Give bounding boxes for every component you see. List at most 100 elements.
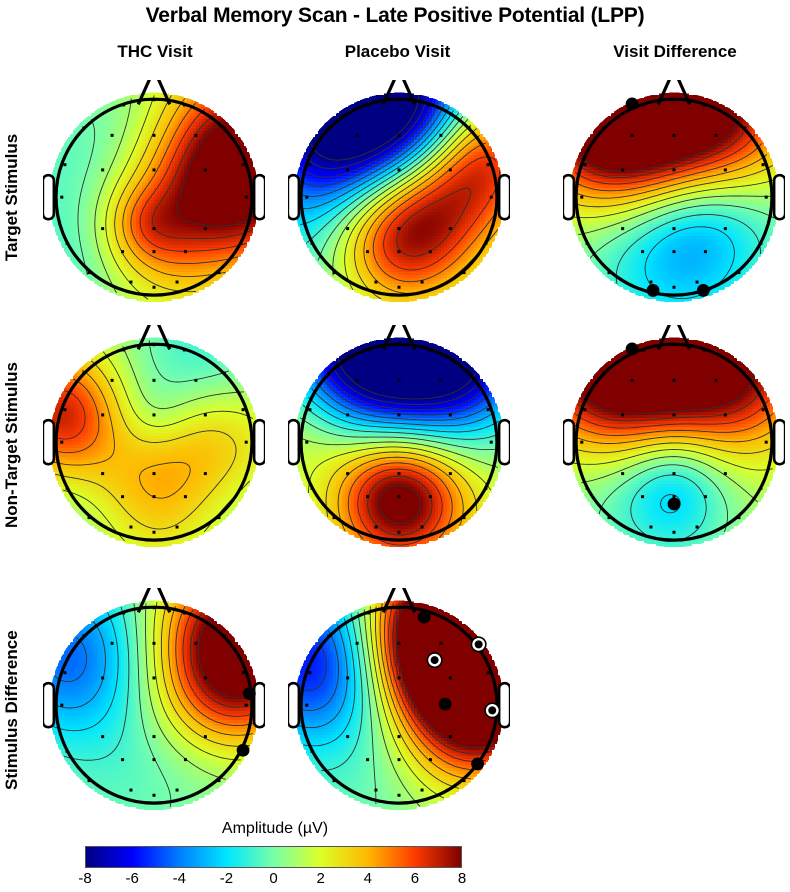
head-outline [299,97,499,297]
electrode-marker [203,227,207,231]
electrode-marker [397,530,401,534]
significance-marker-group [236,687,256,757]
significance-marker-corrected [430,656,439,665]
significance-marker [625,342,639,356]
electrode-marker [241,671,245,675]
electrode-marker [621,168,625,172]
electrode-marker [65,241,69,245]
electrode-marker [742,126,746,130]
electrode-marker [217,516,221,520]
significance-marker [696,284,710,297]
electrode-group [60,98,248,289]
electrode-marker [672,285,676,289]
head-outline [574,342,774,542]
topomap-target-stimulus-thc-visit [43,80,265,312]
row-label-non-target-stimulus: Non-Target Stimulus [2,362,21,528]
head-nose-icon [136,80,172,106]
electrode-marker [427,611,431,615]
electrode-marker [439,641,443,645]
head-ear-right-icon [252,681,265,729]
head-nose-icon [656,80,692,106]
electrode-marker [101,676,105,680]
electrode-marker [580,440,584,444]
electrode-marker [355,133,359,137]
colorbar-tick--8: -8 [78,870,92,887]
electrode-marker [175,525,179,529]
significance-marker-group [625,342,681,511]
significance-marker-corrected [474,640,483,649]
electrode-marker [194,133,198,137]
electrode-marker [366,250,370,254]
electrode-marker [65,486,69,490]
electrode-marker [310,241,314,245]
head-ear-right-icon [497,173,510,221]
electrode-marker [448,735,452,739]
electrode-marker [241,408,245,412]
electrode-marker [332,271,336,275]
electrode-marker [641,495,645,499]
electrode-marker [714,378,718,382]
head-ear-right-icon [497,681,510,729]
electrode-marker [764,440,768,444]
electrode-marker [110,641,114,645]
electrode-marker [194,378,198,382]
electrode-marker [194,641,198,645]
electrode-marker [82,126,86,130]
colorbar-tick--6: -6 [125,870,139,887]
electrode-marker [355,378,359,382]
electrode-marker [152,343,156,347]
electrode-marker [346,735,350,739]
electrode-marker [152,472,156,476]
electrode-marker [448,676,452,680]
electrode-marker [462,271,466,275]
electrode-marker [397,168,401,172]
row-label-stimulus-difference: Stimulus Difference [2,630,21,790]
electrode-marker [742,371,746,375]
electrode-marker [87,516,91,520]
electrode-marker [439,378,443,382]
electrode-marker [723,168,727,172]
electrode-marker [366,758,370,762]
electrode-marker [397,641,401,645]
electrode-marker [63,408,67,412]
electrode-marker [346,413,350,417]
electrode-marker [630,378,634,382]
electrode-marker [101,413,105,417]
topomap-contour-lines [52,602,257,808]
electrode-marker [152,378,156,382]
electrode-marker [695,525,699,529]
electrode-marker [327,371,331,375]
electrode-marker [82,634,86,638]
electrode-marker [129,525,133,529]
electrode-marker [222,126,226,130]
electrode-marker [183,495,187,499]
electrode-marker [397,343,401,347]
electrode-marker [397,250,401,254]
head-ear-right-icon [497,418,510,466]
electrode-marker [672,227,676,231]
colorbar-label: Amplitude (µV) [221,820,329,837]
electrode-marker [374,525,378,529]
electrode-marker [467,371,471,375]
topomap-target-stimulus-visit-difference [563,80,785,312]
electrode-marker [182,103,186,107]
head-ear-right-icon [772,173,785,221]
electrode-marker [327,126,331,130]
electrode-marker [152,285,156,289]
electrode-marker [346,168,350,172]
electrode-marker [87,271,91,275]
electrode-marker [448,227,452,231]
electrode-marker [486,671,490,675]
electrode-marker [397,133,401,137]
column-header-thc-visit: THC Visit [117,42,193,61]
electrode-marker [723,227,727,231]
significance-marker [236,743,250,757]
topomap-stimulus-difference-visit-difference [563,588,785,820]
electrode-marker [239,486,243,490]
figure-title: Verbal Memory Scan - Late Positive Poten… [145,4,645,27]
electrode-marker [761,163,765,167]
electrode-marker [203,676,207,680]
electrode-marker [672,472,676,476]
row-label-target-stimulus: Target Stimulus [2,133,21,262]
